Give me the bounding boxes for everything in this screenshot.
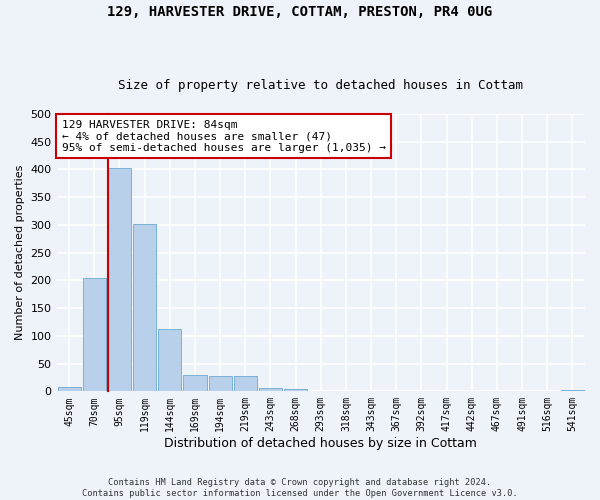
Bar	[83, 278, 106, 392]
Bar	[234, 376, 257, 392]
Text: 129, HARVESTER DRIVE, COTTAM, PRESTON, PR4 0UG: 129, HARVESTER DRIVE, COTTAM, PRESTON, P…	[107, 5, 493, 19]
Bar	[259, 388, 282, 392]
Bar	[334, 391, 358, 392]
Y-axis label: Number of detached properties: Number of detached properties	[15, 165, 25, 340]
Bar	[209, 376, 232, 392]
Title: Size of property relative to detached houses in Cottam: Size of property relative to detached ho…	[118, 79, 523, 92]
Bar	[561, 390, 584, 392]
Bar	[184, 374, 206, 392]
Text: Contains HM Land Registry data © Crown copyright and database right 2024.
Contai: Contains HM Land Registry data © Crown c…	[82, 478, 518, 498]
Bar	[158, 329, 181, 392]
Bar	[309, 391, 332, 392]
Bar	[133, 224, 156, 392]
Bar	[284, 389, 307, 392]
Bar	[108, 168, 131, 392]
Bar	[58, 387, 80, 392]
Text: 129 HARVESTER DRIVE: 84sqm
← 4% of detached houses are smaller (47)
95% of semi-: 129 HARVESTER DRIVE: 84sqm ← 4% of detac…	[62, 120, 386, 152]
X-axis label: Distribution of detached houses by size in Cottam: Distribution of detached houses by size …	[164, 437, 477, 450]
